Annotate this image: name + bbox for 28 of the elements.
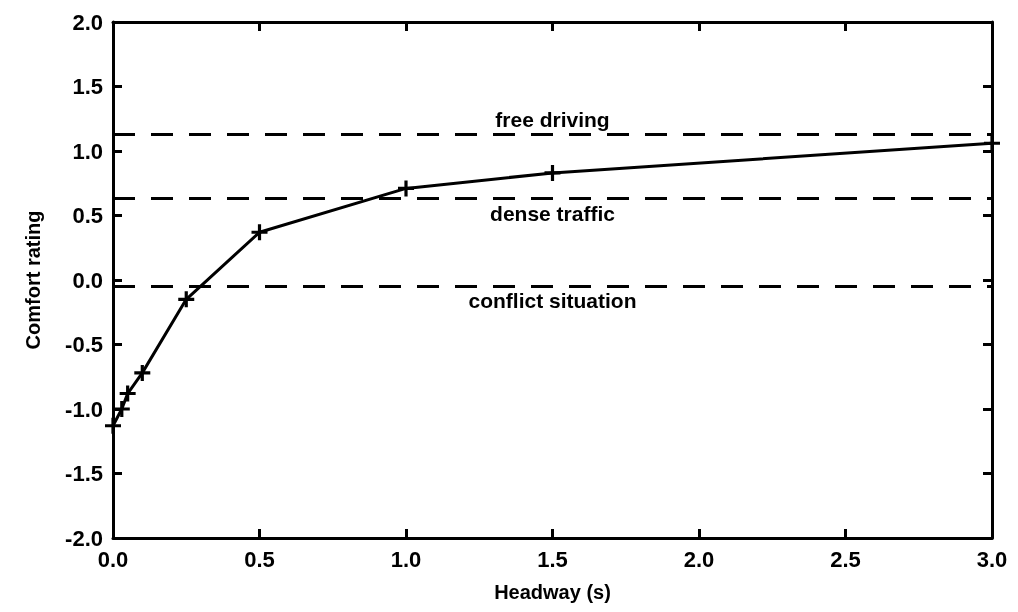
point <box>113 401 130 417</box>
point <box>178 291 195 308</box>
x-tick-label: 1.5 <box>537 546 568 572</box>
ref-line-label: free driving <box>495 108 610 132</box>
ref-line-label: dense traffic <box>490 201 616 225</box>
point <box>984 135 1000 152</box>
y-tick-label: -1.5 <box>65 461 103 486</box>
x-tick-label: 2.5 <box>830 546 861 572</box>
y-tick-label: 2.0 <box>72 9 103 35</box>
y-tick-label: 0.0 <box>72 267 103 293</box>
x-tick-label: 1.0 <box>390 546 422 572</box>
point <box>134 364 151 381</box>
x-tick-label: 2.0 <box>683 546 715 572</box>
point <box>119 385 136 402</box>
point <box>398 180 414 197</box>
point <box>251 224 268 241</box>
x-tick-label: 3.0 <box>976 546 1008 572</box>
ref-line-label: conflict situation <box>468 289 637 313</box>
y-tick-label: 1.5 <box>72 74 103 99</box>
point <box>105 417 121 434</box>
x-tick-label: 0.5 <box>244 546 275 572</box>
y-axis-title: Comfort rating <box>22 210 44 350</box>
y-tick-label: -1.0 <box>65 396 103 422</box>
point <box>544 164 561 181</box>
y-tick-label: 1.0 <box>72 138 103 164</box>
x-axis-title: Headway (s) <box>494 581 611 603</box>
y-tick-label: 0.5 <box>72 203 103 228</box>
y-tick-label: -0.5 <box>65 332 103 357</box>
